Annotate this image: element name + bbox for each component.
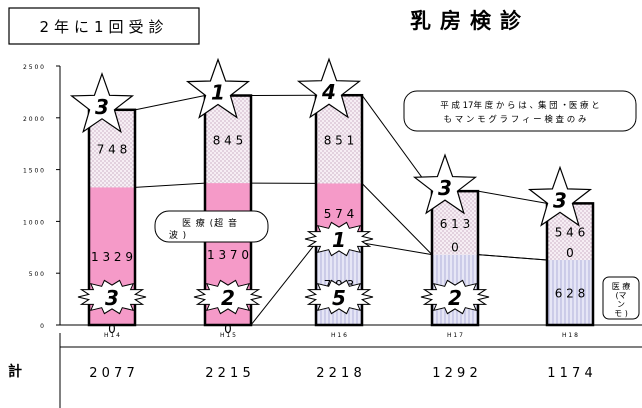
burst-marker (193, 279, 263, 315)
y-tick-label: 2 5 0 0 (23, 64, 44, 71)
totals-row: 計 2 0 7 7 2 2 1 5 2 2 1 8 1 2 9 2 1 1 7 4 (8, 333, 642, 408)
x-tick-label: H 1 6 (331, 332, 347, 339)
x-tick-label: H 1 4 (104, 332, 120, 339)
total-value: 2 2 1 8 (316, 366, 361, 381)
ultrasound-line-2: 波 ) (169, 229, 187, 241)
star-marker-label: 4 (321, 80, 336, 104)
x-tick-label: H 1 8 (562, 332, 578, 339)
series-connector (134, 95, 206, 111)
mammo-line-1: 医 療 (612, 281, 631, 291)
burst-marker-label: 3 (105, 286, 119, 310)
badge-box (8, 7, 200, 45)
burst-marker-label: 1 (332, 228, 346, 252)
burst-marker (77, 279, 147, 315)
star-marker (185, 57, 251, 119)
burst-marker-label: 2 (448, 286, 462, 310)
star-marker (69, 71, 135, 134)
series-connector (361, 242, 433, 256)
burst-marker (304, 279, 374, 315)
series-connector (361, 94, 433, 192)
series-connector (134, 182, 206, 188)
chart-title: 乳房検診 (410, 9, 530, 33)
star-markers: 3 1 4 3 3 (69, 57, 593, 227)
ultrasound-line-1: 医 療 (超 音 (182, 217, 238, 229)
y-tick-label: 0 (40, 323, 44, 330)
star-marker-label: 1 (211, 81, 225, 105)
x-tick-label: H 1 5 (220, 332, 236, 339)
bar-segment (547, 259, 593, 325)
total-value: 1 2 9 2 (432, 366, 477, 381)
burst-marker (304, 221, 374, 257)
y-tick-label: 5 0 0 (29, 271, 44, 278)
data-label: 0 (451, 241, 459, 255)
notice-line-1: 平 成 17年 度 か ら は 、集 団 ・医 療 と (440, 100, 600, 111)
total-value: 2 2 1 5 (205, 366, 250, 381)
data-label: 7 4 8 (97, 143, 128, 157)
notice-line-2: も マ ン モ グ ラ フ ィ ー 検 査 の み (444, 114, 587, 125)
star-marker (296, 57, 362, 119)
star-marker (527, 165, 593, 227)
total-value: 1 1 7 4 (547, 366, 592, 381)
series-connector (477, 190, 548, 204)
mammo-line-2: (マ (615, 291, 626, 300)
series-connector (361, 183, 433, 256)
mammo-line-3: ン (617, 300, 625, 309)
bar-segment (316, 242, 362, 325)
data-label: 6 2 8 (555, 286, 586, 300)
series-connector (477, 254, 548, 261)
data-label: 0 (108, 322, 116, 336)
total-value: 2 0 7 7 (89, 366, 134, 381)
y-tick-label: 1 5 0 0 (23, 168, 44, 175)
star-marker-label: 3 (553, 188, 567, 212)
data-label: 0 (566, 246, 574, 260)
mammo-line-4: モ ) (614, 309, 628, 318)
star-marker-label: 3 (438, 176, 452, 200)
data-label: 8 5 1 (324, 133, 355, 147)
x-axis-labels: H 1 4 H 1 5 H 1 6 H 1 7 H 1 8 (104, 332, 578, 339)
data-label: 5 4 6 (555, 226, 586, 240)
series-connector (250, 242, 317, 326)
badge-text: 2年に1回受診 (39, 18, 168, 36)
mammo-callout: 医 療 (マ ン モ ) (602, 276, 640, 320)
data-label: 1 3 2 9 (91, 250, 133, 264)
data-label: 1 3 7 0 (207, 248, 249, 262)
star-marker-label: 3 (95, 95, 109, 119)
y-tick-label: 1 0 0 0 (23, 219, 44, 226)
data-label: 8 4 5 (213, 133, 244, 147)
burst-marker-label: 2 (221, 286, 235, 310)
data-label: 6 1 3 (440, 217, 471, 231)
burst-marker-label: 5 (332, 286, 346, 310)
totals-label: 計 (8, 363, 22, 380)
burst-markers: 3 2 5 2 1 (77, 221, 490, 315)
data-label: 0 (224, 322, 232, 336)
burst-marker (420, 279, 490, 315)
x-tick-label: H 1 7 (447, 332, 463, 339)
y-tick-label: 2 0 0 0 (23, 116, 44, 123)
data-label: 5 7 4 (324, 207, 355, 221)
ultrasound-callout: 医 療 (超 音 波 ) (154, 210, 269, 243)
connector-lines (134, 94, 548, 326)
star-marker (412, 153, 478, 215)
notice-callout: 平 成 17年 度 か ら は 、集 団 ・医 療 と も マ ン モ グ ラ … (403, 90, 637, 132)
